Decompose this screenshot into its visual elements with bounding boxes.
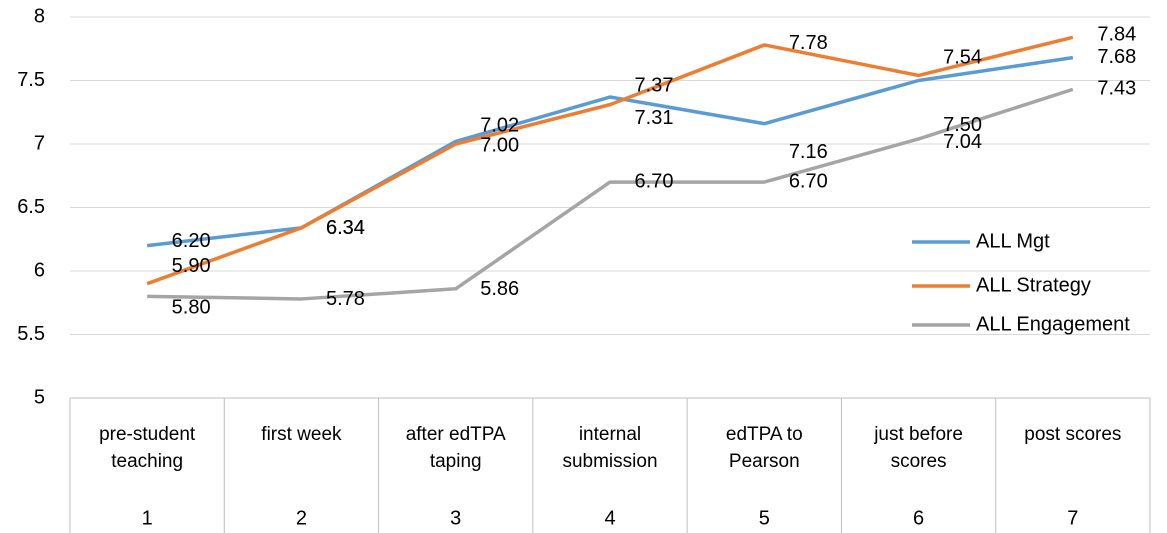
- x-tick-number: 1: [142, 507, 153, 529]
- x-tick-label: first week: [261, 424, 342, 445]
- data-label: 7.31: [635, 107, 674, 129]
- y-tick-label: 7: [34, 132, 45, 154]
- legend-label: ALL Engagement: [976, 313, 1130, 335]
- x-tick-label: edTPA to Pearson: [725, 424, 803, 472]
- data-label: 7.54: [943, 47, 982, 69]
- data-label: 5.90: [172, 255, 211, 277]
- y-tick-label: 6: [34, 259, 45, 281]
- data-label: 7.43: [1097, 78, 1136, 100]
- data-label: 6.70: [789, 170, 828, 192]
- data-label: 5.78: [326, 288, 365, 310]
- y-tick-label: 5.5: [17, 323, 45, 345]
- data-label: 5.80: [172, 297, 211, 319]
- data-label: 5.86: [480, 278, 519, 300]
- x-tick-label: internal submission: [562, 424, 658, 472]
- legend-label: ALL Strategy: [976, 274, 1091, 296]
- data-label: 7.37: [635, 74, 674, 96]
- y-tick-label: 6.5: [17, 196, 45, 218]
- series-line: [146, 55, 1074, 248]
- x-tick-label: post scores: [1024, 424, 1122, 445]
- data-label: 7.02: [480, 115, 519, 137]
- data-label: 6.34: [326, 217, 365, 239]
- x-tick-number: 7: [1067, 507, 1078, 529]
- series-line: [146, 35, 1074, 286]
- x-tick-label: just before scores: [874, 424, 963, 472]
- data-label: 6.34: [326, 217, 365, 239]
- x-tick-number: 3: [450, 507, 461, 529]
- x-tick-number: 2: [296, 507, 307, 529]
- data-label: 7.00: [480, 134, 519, 156]
- data-label: 7.68: [1097, 46, 1136, 68]
- data-label: 6.70: [635, 170, 674, 192]
- data-label: 7.16: [789, 141, 828, 163]
- data-label: 6.20: [172, 230, 211, 252]
- legend-label: ALL Mgt: [976, 230, 1050, 252]
- data-label: 7.84: [1097, 24, 1136, 46]
- y-tick-label: 5: [34, 386, 45, 408]
- series-line: [147, 87, 1074, 301]
- x-tick-number: 5: [759, 507, 770, 529]
- x-tick-label: pre-student teaching: [99, 424, 196, 472]
- x-tick-number: 6: [913, 507, 924, 529]
- data-label: 7.78: [789, 32, 828, 54]
- y-tick-label: 8: [34, 5, 45, 27]
- data-label: 7.50: [943, 114, 982, 136]
- y-tick-label: 7.5: [17, 69, 45, 91]
- x-tick-label: after edTPA taping: [405, 424, 506, 472]
- data-label: 7.04: [943, 131, 982, 153]
- x-tick-number: 4: [604, 507, 615, 529]
